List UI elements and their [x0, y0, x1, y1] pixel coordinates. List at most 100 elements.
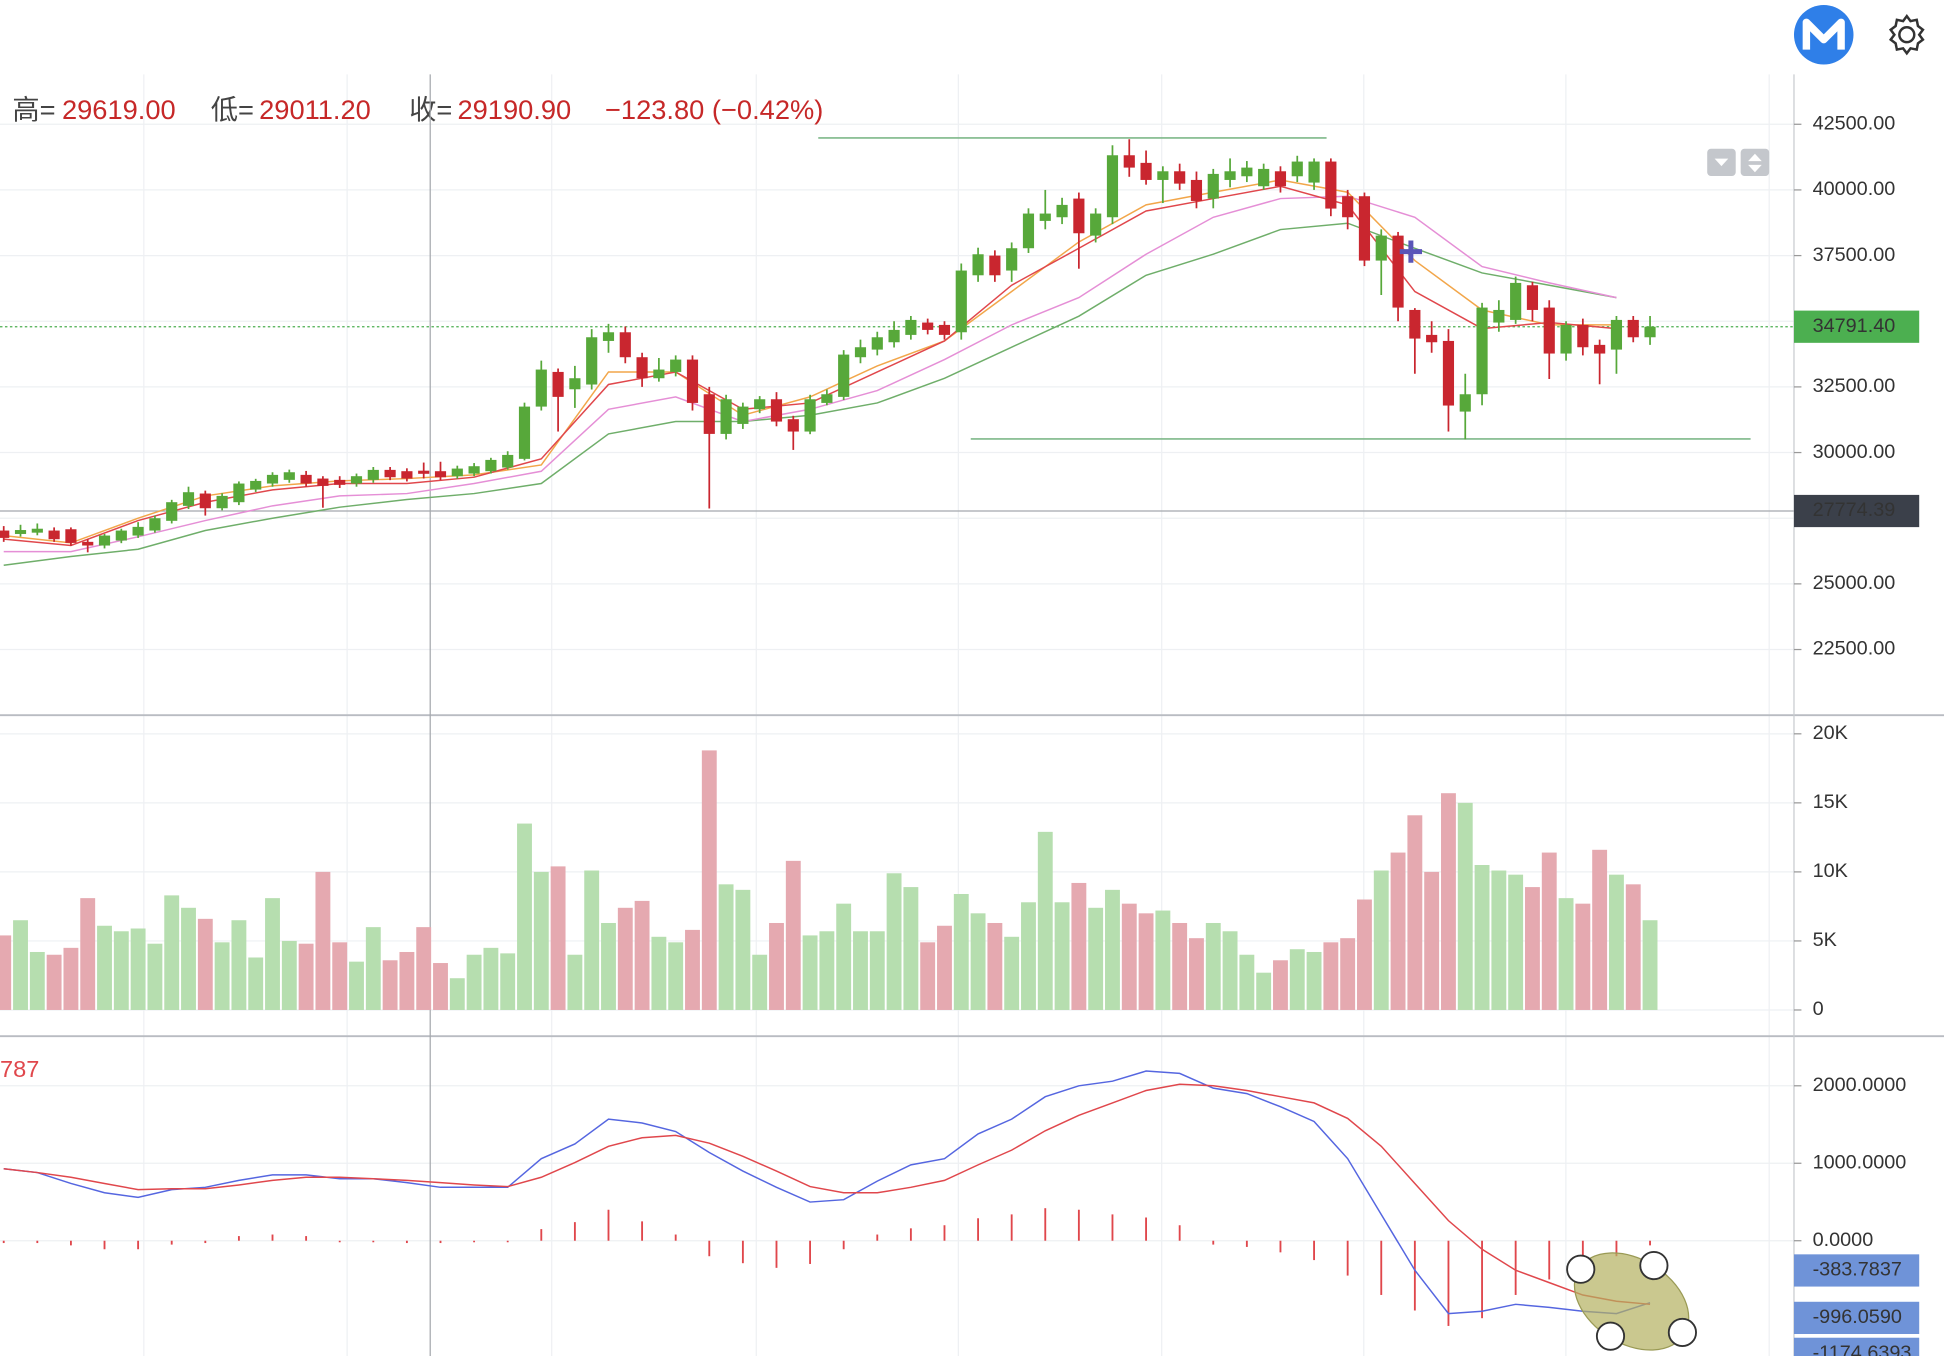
volume-bar — [130, 928, 146, 1010]
macd-badge-text: -996.0590 — [1813, 1306, 1902, 1328]
candle-body — [1442, 340, 1455, 406]
candle-body — [182, 492, 195, 506]
candle-body — [670, 359, 682, 372]
candle-body — [1224, 171, 1236, 180]
candle-body — [199, 493, 211, 509]
candle-body — [250, 480, 262, 490]
scale-buttons[interactable] — [1707, 148, 1770, 177]
y-tick-label: 20K — [1813, 722, 1848, 744]
volume-bar — [1525, 887, 1540, 1010]
y-tick-label: 40000.00 — [1813, 178, 1896, 200]
y-tick-label: 1000.0000 — [1813, 1151, 1907, 1173]
candle-body — [1493, 309, 1505, 323]
volume-bar — [785, 860, 801, 1010]
candle-body — [703, 394, 715, 434]
volume-bar — [449, 978, 465, 1010]
volume-bar — [769, 922, 784, 1010]
volume-bar — [1037, 831, 1053, 1010]
volume-bar — [298, 943, 314, 1010]
candle-body — [1056, 204, 1068, 218]
candle-body — [636, 357, 648, 379]
macd-dea — [3, 1083, 1651, 1306]
volume-bar — [802, 935, 818, 1010]
candle-body — [451, 468, 463, 477]
candle-body — [1006, 248, 1018, 271]
volume-bar — [97, 925, 112, 1010]
legend-change: −123.80 (−0.42%) — [605, 94, 823, 125]
price-badge-text: 34791.40 — [1813, 315, 1896, 337]
volume-bar — [281, 940, 297, 1010]
candle-body — [334, 479, 346, 485]
candle-body — [552, 371, 564, 397]
volume-bar — [550, 866, 566, 1010]
volume-bar — [1205, 922, 1221, 1010]
candle-body — [434, 471, 447, 478]
y-tick-label: 37500.00 — [1813, 244, 1896, 266]
volume-bar — [920, 942, 936, 1010]
y-tick-label: 32500.00 — [1813, 375, 1896, 397]
volume-bar — [1289, 949, 1305, 1010]
volume-bar — [365, 927, 381, 1010]
volume-bar — [1357, 899, 1372, 1010]
candle-body — [1409, 309, 1421, 339]
candle-body — [1039, 213, 1051, 221]
price-badge-text: 27774.39 — [1813, 499, 1896, 521]
candle-body — [132, 526, 144, 536]
candle-body — [1375, 235, 1387, 261]
volume-bar — [500, 953, 516, 1010]
candle-body — [1510, 282, 1522, 320]
y-tick-label: 15K — [1813, 791, 1848, 813]
updown-arrow — [1748, 153, 1762, 173]
volume-bar — [701, 750, 717, 1010]
settings-button[interactable] — [1888, 14, 1925, 56]
candle-body — [1022, 213, 1035, 249]
candle-body — [82, 541, 94, 546]
volume-bar — [1407, 815, 1423, 1010]
candle-body — [418, 470, 430, 474]
volume-bar — [1441, 793, 1456, 1010]
volume-bar — [735, 889, 751, 1010]
volume-bar — [332, 942, 348, 1010]
y-tick-label: 22500.00 — [1813, 638, 1896, 660]
volume-bar — [315, 871, 331, 1010]
candle-body — [1106, 155, 1119, 218]
cursor-cross — [1399, 240, 1423, 263]
y-tick-label: 30000.00 — [1813, 441, 1896, 463]
logo-button[interactable] — [1793, 4, 1854, 65]
candle-body — [854, 347, 867, 358]
candle-body — [602, 332, 615, 341]
volume-bar — [1474, 864, 1490, 1010]
candle-body — [485, 459, 497, 472]
volume-bar — [1575, 903, 1591, 1010]
candle-body — [48, 530, 60, 540]
candle-body — [401, 471, 413, 479]
volume-bar — [1340, 938, 1356, 1010]
candle-body — [1258, 168, 1270, 187]
volume-bar — [382, 960, 398, 1010]
volume-bar — [1592, 849, 1608, 1010]
candle-body — [502, 454, 514, 468]
volume-bar — [987, 922, 1003, 1010]
volume-bar — [937, 925, 952, 1010]
candle-body — [770, 399, 783, 422]
candle-body — [1358, 196, 1371, 261]
volume-bar — [1138, 913, 1154, 1010]
candle-body — [1526, 285, 1539, 310]
scale-button[interactable] — [1740, 148, 1770, 177]
candle-body — [1627, 319, 1639, 338]
candle-body — [0, 530, 10, 538]
candle-body — [1157, 171, 1169, 180]
candle-body — [317, 478, 329, 486]
volume-bar — [718, 884, 734, 1010]
candle-body — [586, 337, 598, 385]
candle-body — [468, 466, 480, 474]
candle-body — [1476, 307, 1488, 395]
macd-badge-text: -1174.6393 — [1813, 1342, 1912, 1356]
y-tick-label: 5K — [1813, 929, 1837, 951]
candle-body — [754, 399, 766, 410]
volume-bar — [1323, 942, 1339, 1010]
volume-bar — [1004, 936, 1020, 1010]
candle-body — [821, 394, 833, 403]
y-tick-label: 2000.0000 — [1813, 1074, 1907, 1096]
candle-body — [14, 530, 27, 534]
